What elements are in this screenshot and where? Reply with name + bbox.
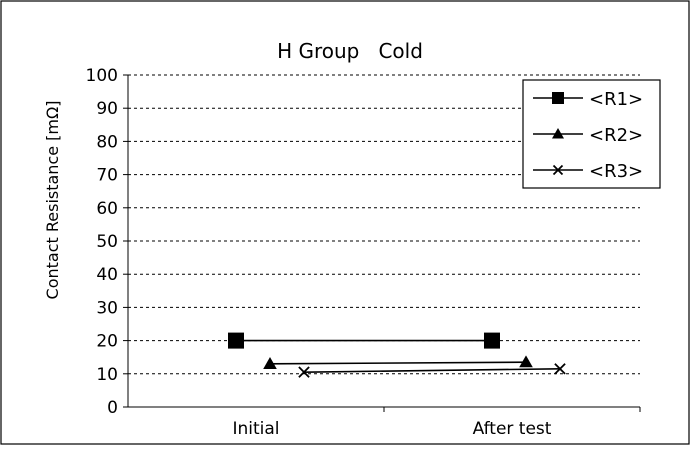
y-tick-label: 100	[86, 66, 118, 86]
series-2	[263, 355, 533, 369]
data-point	[298, 366, 310, 378]
y-tick-label: 50	[96, 232, 118, 252]
legend-item: <R1>	[533, 89, 643, 110]
y-tick-label: 0	[107, 398, 118, 418]
series-group	[228, 332, 566, 378]
y-tick-label: 40	[96, 265, 118, 285]
y-tick-label: 90	[96, 99, 118, 119]
y-axis-label: Contact Resistance [mΩ]	[43, 101, 62, 300]
series-1	[228, 332, 500, 349]
y-tick-label: 20	[96, 332, 118, 352]
legend-label: <R2>	[589, 125, 643, 146]
legend-marker	[552, 92, 564, 104]
data-point	[263, 357, 277, 369]
y-tick-label: 80	[96, 132, 118, 152]
series-line	[303, 368, 561, 373]
x-tick-labels: Initial After test	[232, 419, 551, 439]
x-tick-label: After test	[473, 419, 552, 439]
y-tick-label: 10	[96, 365, 118, 385]
data-point	[484, 332, 500, 349]
data-point	[519, 355, 533, 368]
series-line	[269, 361, 527, 365]
legend-item: <R2>	[533, 125, 643, 146]
x-tick-label: Initial	[232, 419, 279, 439]
legend-label: <R1>	[589, 89, 643, 110]
y-tick-labels: 0 10 20 30 40 50 60 70 80 90 100	[86, 66, 118, 418]
axes	[123, 74, 641, 412]
data-point	[228, 332, 244, 349]
series-3	[298, 363, 566, 378]
y-tick-label: 30	[96, 298, 118, 318]
legend: <R1> <R2> <R3>	[522, 79, 661, 189]
data-point	[554, 363, 566, 375]
legend-marker	[552, 164, 564, 176]
legend-marker	[552, 128, 564, 139]
chart-title: H Group Cold	[277, 39, 423, 63]
y-tick-label: 60	[96, 199, 118, 219]
y-tick-label: 70	[96, 166, 118, 186]
legend-label: <R3>	[589, 161, 643, 182]
legend-item: <R3>	[533, 161, 643, 182]
